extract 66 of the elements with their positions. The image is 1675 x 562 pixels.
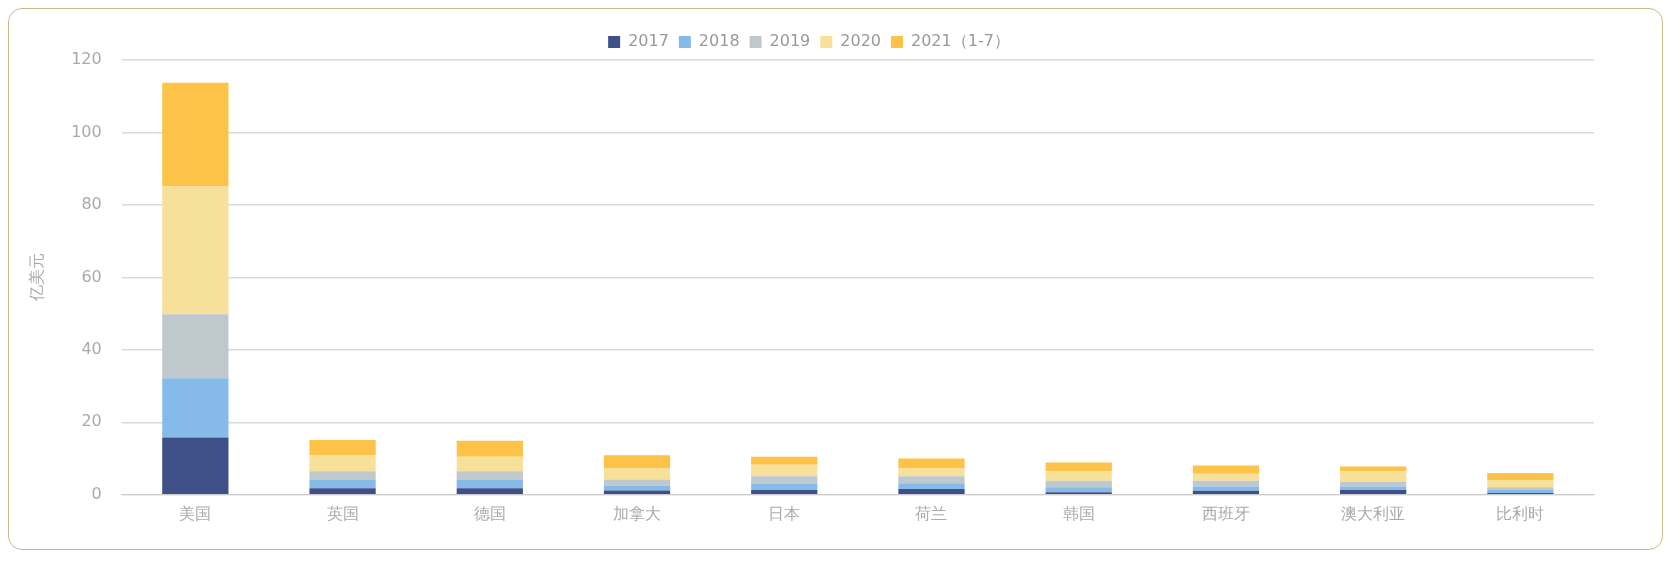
bar <box>1487 473 1554 480</box>
bar <box>456 456 523 472</box>
x-tick-label: 加拿大 <box>613 503 662 523</box>
y-tick-label: 60 <box>81 266 102 286</box>
bar <box>603 455 671 468</box>
bar <box>898 476 965 484</box>
legend-label: 2020 <box>840 31 882 51</box>
bar <box>162 186 229 315</box>
y-tick-label: 0 <box>91 483 102 503</box>
bar <box>898 467 965 477</box>
bar <box>456 479 523 489</box>
bar <box>751 490 818 495</box>
y-tick-label: 120 <box>71 49 102 69</box>
bar <box>603 467 671 480</box>
bar <box>162 437 229 495</box>
bar <box>1045 471 1112 481</box>
bar <box>1045 480 1112 488</box>
bar <box>1340 486 1407 491</box>
bar <box>603 490 671 495</box>
x-tick-label: 荷兰 <box>915 503 948 523</box>
y-axis-title: 亿美元 <box>26 253 46 303</box>
x-tick-label: 西班牙 <box>1201 503 1250 523</box>
bar <box>1192 486 1260 491</box>
bar <box>309 488 376 495</box>
bar <box>1045 462 1112 472</box>
bar <box>309 455 376 472</box>
y-tick-label: 20 <box>81 411 102 431</box>
bar <box>898 458 965 468</box>
x-tick-label: 英国 <box>326 503 359 523</box>
legend-label: 2019 <box>769 31 811 51</box>
y-tick-label: 80 <box>81 194 102 214</box>
bar <box>751 464 818 477</box>
bar <box>309 479 376 489</box>
x-tick-label: 美国 <box>179 503 212 523</box>
bar <box>751 483 818 491</box>
bar <box>1340 471 1407 483</box>
legend-label: 2017 <box>628 31 669 51</box>
bar <box>751 476 818 484</box>
bar <box>603 479 671 486</box>
x-tick-label: 比利时 <box>1496 503 1545 523</box>
bar <box>1340 490 1407 495</box>
bar <box>456 488 523 495</box>
bar <box>309 440 376 456</box>
bar <box>751 456 818 465</box>
legend-label: 2021（1-7） <box>911 31 1010 51</box>
bar <box>1340 482 1407 487</box>
legend-label: 2018 <box>698 31 740 51</box>
bar <box>1487 479 1554 488</box>
bar <box>162 314 229 379</box>
x-tick-label: 德国 <box>473 503 506 523</box>
x-tick-label: 澳大利亚 <box>1341 503 1406 523</box>
bar <box>162 378 229 438</box>
bar <box>456 440 523 457</box>
x-tick-label: 韩国 <box>1062 503 1095 523</box>
bar <box>456 471 523 480</box>
bar <box>309 471 376 480</box>
x-tick-label: 日本 <box>768 503 801 523</box>
bar <box>1045 487 1112 493</box>
bar <box>1192 473 1260 481</box>
bar <box>162 82 229 187</box>
y-tick-label: 100 <box>71 121 102 141</box>
bar <box>1192 465 1260 474</box>
bar <box>898 483 965 489</box>
y-tick-label: 40 <box>81 339 102 359</box>
bar <box>1192 490 1260 495</box>
bar <box>898 489 965 495</box>
